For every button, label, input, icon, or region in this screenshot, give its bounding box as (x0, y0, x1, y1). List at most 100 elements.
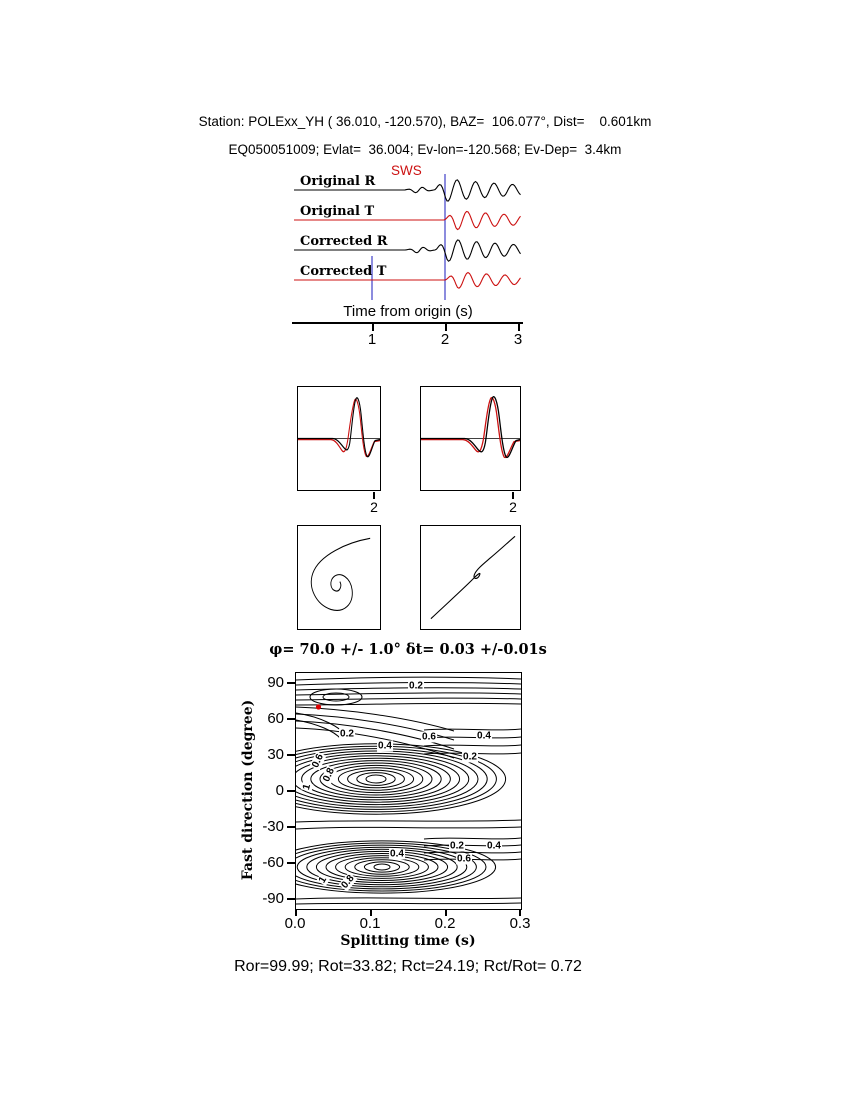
particle-motion-curve (430, 535, 516, 620)
contour-line (335, 855, 429, 879)
y-tick-label: 60 (267, 710, 284, 727)
contour-label: 0.4 (377, 740, 393, 752)
contour-line (301, 757, 451, 801)
x-tick-label: 0.0 (284, 915, 306, 932)
contour-line (310, 760, 442, 798)
y-tick-label: 0 (275, 782, 284, 799)
error-surface-contour-plot: 0.2 0.2 0.4 0.6 0.4 0.2 0.6 0.8 1 0.2 0.4 0.6 0.4 0.8… (295, 672, 522, 910)
waveform-traces-plot (294, 174, 521, 300)
trace-label-original-r: Original R (300, 174, 376, 189)
contour-line (296, 752, 470, 806)
y-tick (287, 790, 295, 792)
particle-motion-panel-corrected (420, 525, 521, 630)
panel-tick-label: 2 (370, 499, 378, 515)
contour-label: 0.2 (408, 680, 424, 692)
x-tick (445, 909, 447, 916)
contour-label: 0.4 (476, 730, 492, 742)
fast-wave (421, 396, 520, 459)
contour-line (296, 819, 521, 823)
y-tick (287, 754, 295, 756)
slow-wave (421, 397, 520, 459)
particle-motion-original-plot (310, 537, 371, 611)
contour-line (296, 842, 487, 892)
contour-line (296, 702, 521, 706)
contour-line (423, 851, 521, 854)
fast-wave (298, 397, 380, 458)
contour-line (363, 861, 401, 873)
particle-motion-panel-original (297, 525, 381, 630)
trace-path (294, 239, 521, 262)
contour-line (306, 848, 458, 886)
contour-label: 0.6 (309, 751, 327, 771)
trace-path (294, 210, 521, 231)
contour-line (325, 853, 439, 881)
contour-line (423, 744, 521, 747)
contour-line (296, 681, 521, 686)
contour-line (373, 863, 391, 871)
time-axis-tick-label: 3 (513, 331, 523, 348)
contour-label: 0.8 (320, 765, 338, 785)
time-axis-tick (518, 324, 520, 331)
y-tick-label: -90 (262, 890, 284, 907)
contour-label-layer: 0.2 0.2 0.4 0.6 0.4 0.2 0.6 0.8 1 0.2 0.4 0.6 0.4 0.8… (296, 673, 521, 909)
time-axis-tick (445, 324, 447, 331)
time-axis-tick (372, 324, 374, 331)
waveform-compare-original-plot (298, 397, 380, 458)
contour-lines (296, 676, 521, 905)
x-tick-label: 0.2 (434, 915, 456, 932)
contour-label: 1 (300, 781, 314, 793)
contour-line (337, 767, 415, 791)
waveform-compare-corrected-plot (421, 396, 520, 459)
x-tick (519, 909, 521, 916)
contour-line (365, 774, 387, 784)
splitting-measurement: φ= 70.0 +/- 1.0° δt= 0.03 +/-0.01s (269, 641, 547, 658)
y-tick (287, 898, 295, 900)
trace-label-original-t: Original T (300, 204, 375, 219)
contour-line (296, 720, 455, 750)
panel-tick (512, 492, 514, 499)
trace-path (294, 271, 521, 289)
x-tick (370, 909, 372, 916)
panel-tick-label: 2 (509, 499, 517, 515)
contour-line (296, 750, 479, 808)
contour-label: 1 (316, 873, 330, 887)
trace-label-corrected-r: Corrected R (300, 234, 388, 249)
x-tick-label: 0.1 (359, 915, 381, 932)
particle-motion-corrected-plot (430, 535, 516, 620)
contour-x-axis-title: Splitting time (s) (340, 933, 476, 949)
contour-label: 0.6 (421, 731, 437, 743)
time-axis-title: Time from origin (s) (343, 303, 473, 320)
trace-label-corrected-t: Corrected T (300, 264, 387, 279)
waveform-compare-panel-original (297, 386, 381, 491)
contour-label: 0.2 (339, 728, 355, 740)
contour-line (354, 859, 410, 875)
contour-line (315, 850, 449, 884)
y-tick (287, 682, 295, 684)
time-axis-line (292, 322, 523, 324)
contour-line (322, 692, 350, 702)
contour-line (296, 902, 521, 905)
x-tick-label: 0.3 (509, 915, 531, 932)
quality-statistics: Ror=99.99; Rot=33.82; Rct=24.19; Rct/Rot… (234, 958, 582, 975)
contour-line (344, 857, 420, 877)
contour-line (296, 840, 497, 894)
sws-annotation: SWS (391, 163, 422, 178)
contour-label: 0.4 (486, 840, 502, 852)
contour-line (296, 755, 461, 803)
slow-wave (298, 398, 380, 458)
contour-line (423, 837, 521, 840)
contour-label: 0.2 (462, 751, 478, 763)
contour-line (296, 692, 521, 696)
contour-line (423, 844, 521, 847)
event-header: EQ050051009; Evlat= 36.004; Ev-lon=-120.… (228, 142, 622, 157)
contour-line (296, 706, 455, 732)
contour-line (296, 743, 507, 815)
x-tick (295, 909, 297, 916)
y-tick-label: -60 (262, 854, 284, 871)
panel-tick (373, 492, 375, 499)
best-solution-marker (315, 704, 322, 710)
time-axis-tick-label: 1 (367, 331, 377, 348)
y-tick-label: -30 (262, 818, 284, 835)
y-tick (287, 826, 295, 828)
